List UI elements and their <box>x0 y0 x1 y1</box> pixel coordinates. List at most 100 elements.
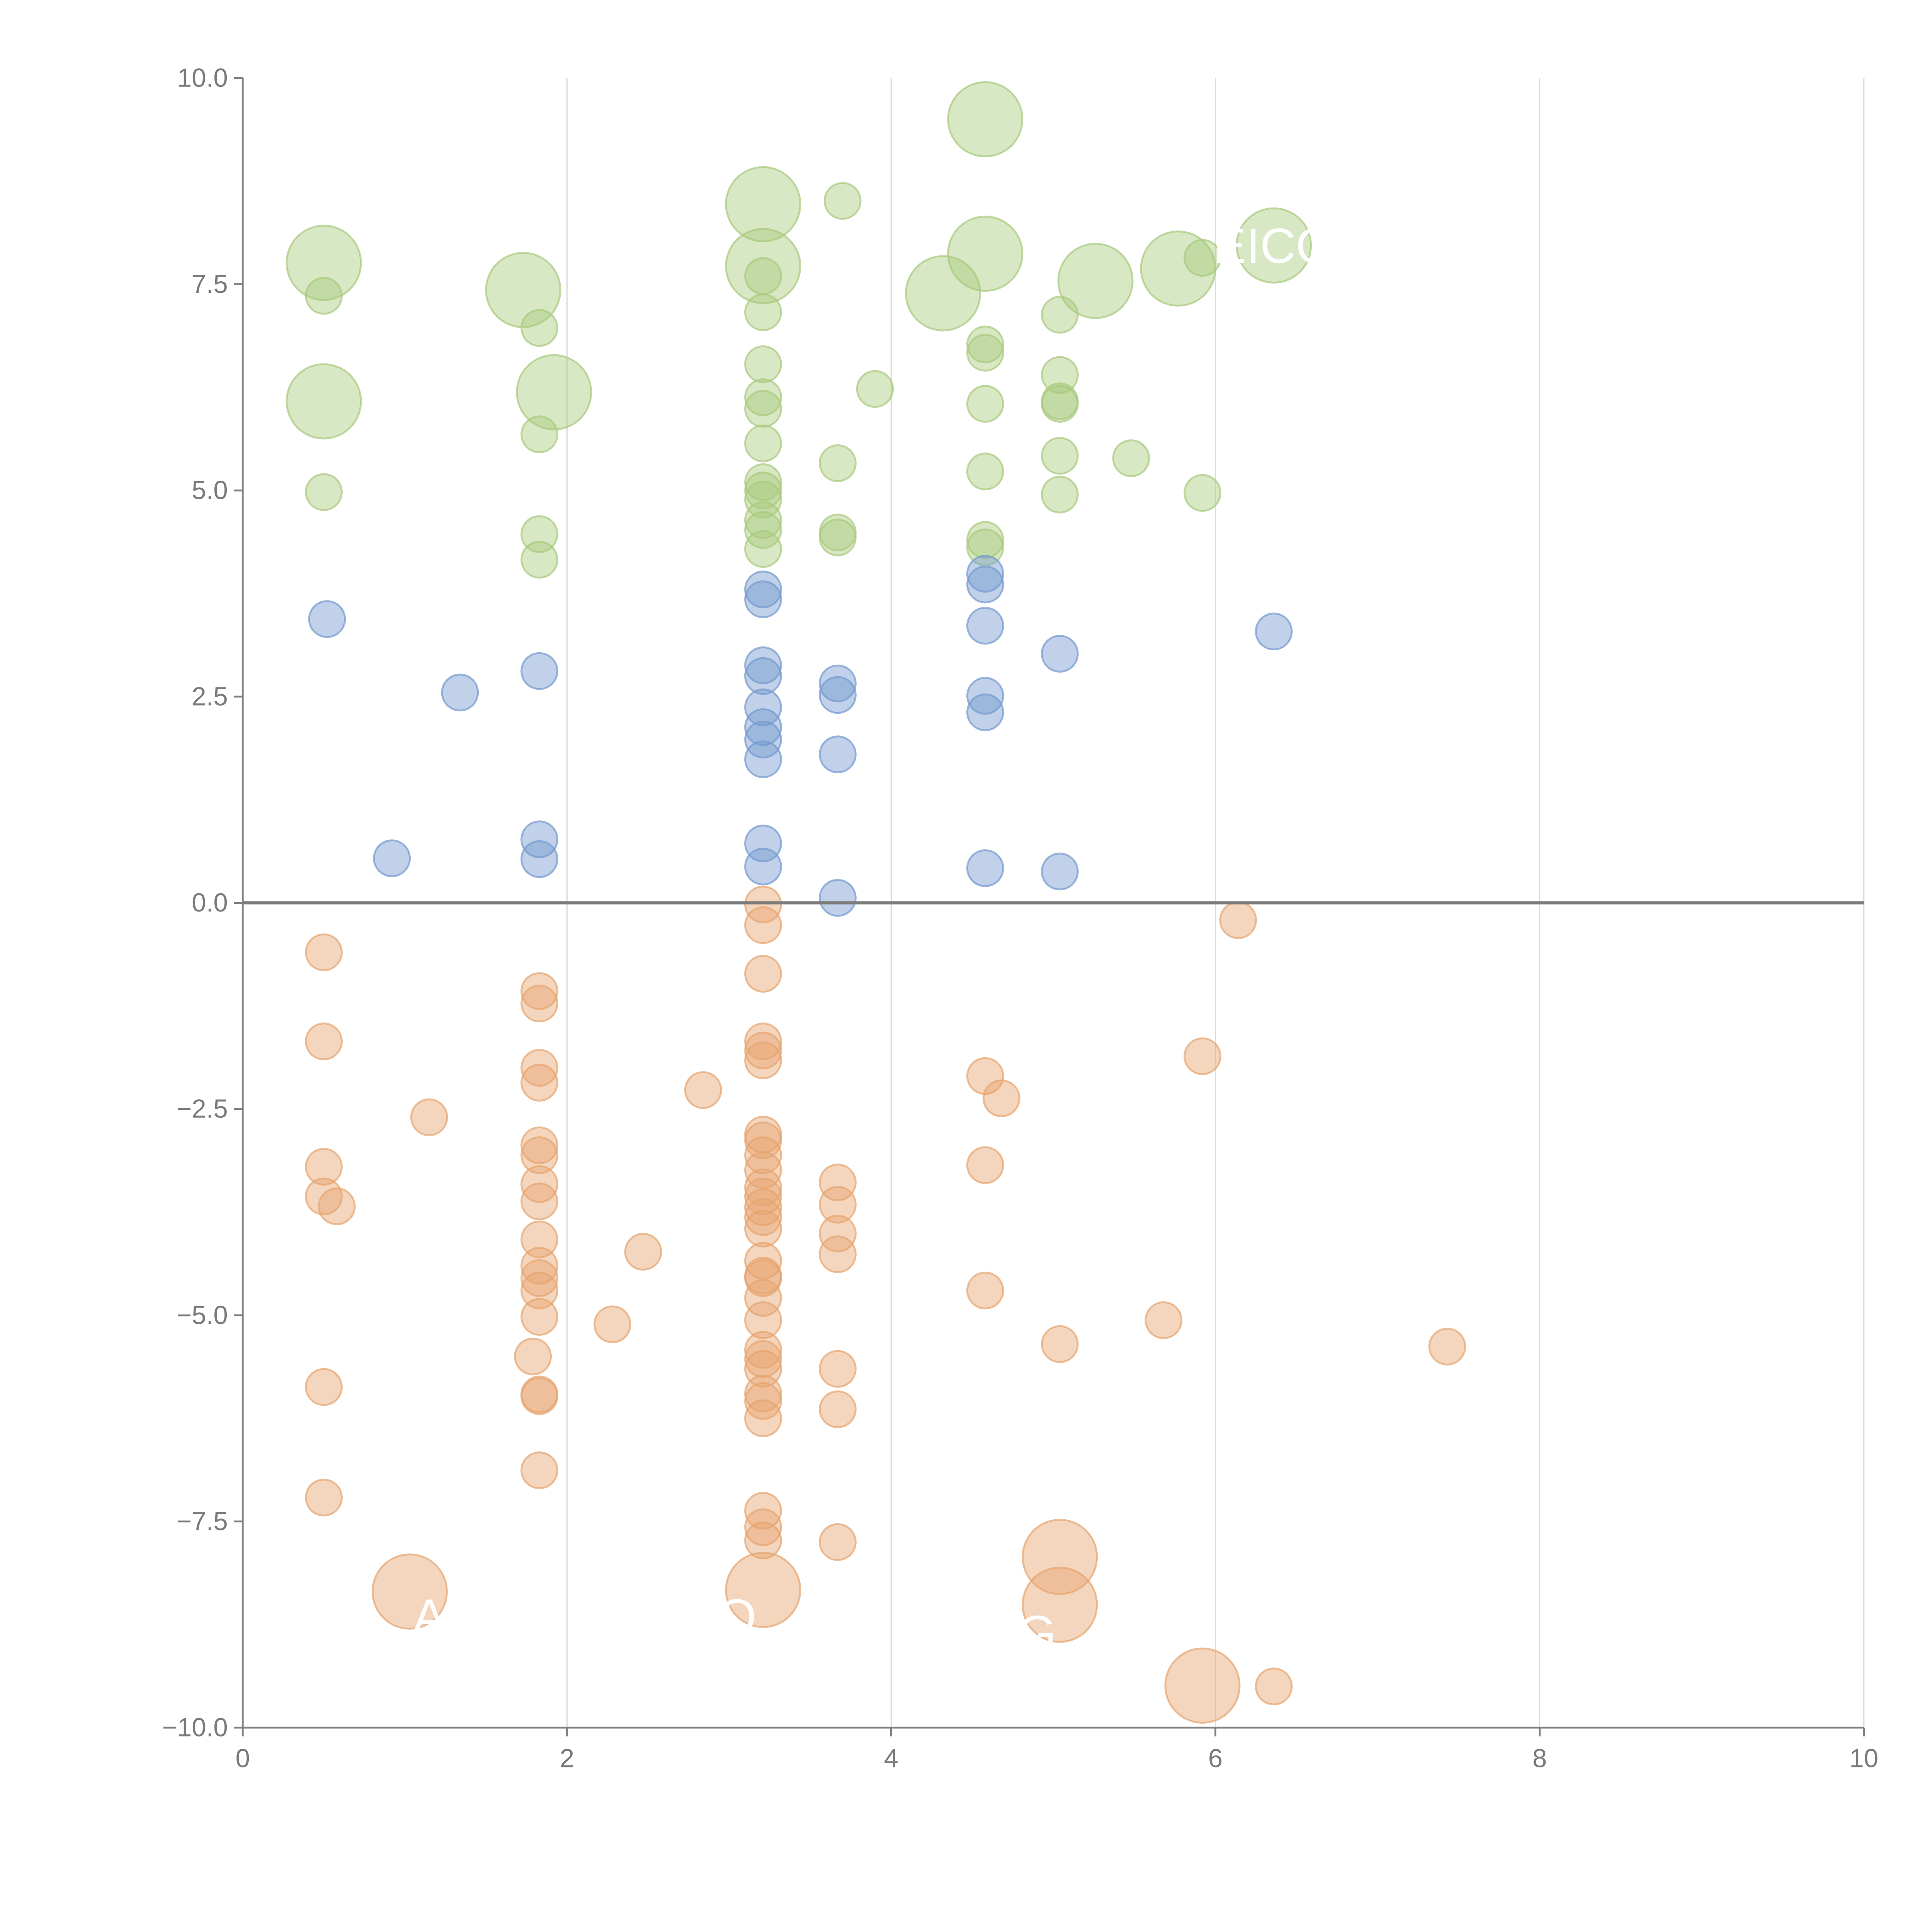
data-point-low <box>744 1177 782 1216</box>
data-point-high <box>286 363 362 440</box>
data-point-low <box>305 1368 343 1406</box>
data-point-high <box>744 511 782 549</box>
annotation-label: O <box>718 1589 757 1645</box>
data-point-low <box>966 1146 1004 1184</box>
data-point-mid <box>966 693 1004 731</box>
data-point-low <box>520 972 558 1010</box>
data-point-low <box>725 1552 801 1628</box>
data-point-low <box>744 906 782 944</box>
data-point-low <box>819 1390 857 1429</box>
data-point-low <box>520 1136 558 1174</box>
data-point-high <box>744 424 782 463</box>
data-point-mid <box>744 740 782 778</box>
data-point-mid <box>1041 635 1079 673</box>
data-point-low <box>744 1136 782 1174</box>
data-point-low <box>371 1553 448 1630</box>
data-point-mid <box>966 565 1004 604</box>
x-tick-label: 2 <box>560 1744 574 1773</box>
data-point-high <box>905 255 981 332</box>
data-point-low <box>305 1478 343 1517</box>
data-point-low <box>520 1271 558 1310</box>
data-point-low <box>1022 1519 1098 1595</box>
data-point-mid <box>819 735 857 774</box>
y-tick-label: 7.5 <box>192 270 228 299</box>
x-tick-label: 4 <box>884 1744 898 1773</box>
data-point-low <box>744 1492 782 1530</box>
y-tick-label: 5.0 <box>192 476 228 505</box>
y-tick-label: 0.0 <box>192 888 228 917</box>
data-point-high <box>744 480 782 519</box>
data-point-high <box>1184 474 1221 512</box>
data-point-high <box>744 530 782 568</box>
data-point-low <box>819 1235 857 1273</box>
data-point-high <box>516 354 592 430</box>
data-point-high <box>966 452 1004 491</box>
data-point-low <box>982 1079 1020 1117</box>
data-point-high <box>819 519 857 556</box>
data-point-high <box>1112 439 1150 477</box>
y-tick-label: −7.5 <box>177 1507 228 1536</box>
data-point-low <box>819 1163 857 1202</box>
data-point-low <box>1022 1566 1098 1643</box>
data-point-low <box>966 1271 1004 1310</box>
data-point-high <box>744 501 782 539</box>
data-point-high <box>286 224 362 301</box>
y-tick-label: −2.5 <box>177 1095 228 1124</box>
data-point-high <box>966 385 1004 423</box>
data-point-low <box>744 1121 782 1160</box>
data-point-mid <box>520 652 558 690</box>
data-point-low <box>520 1126 558 1164</box>
data-point-low <box>305 933 343 971</box>
data-point-low <box>520 1451 558 1490</box>
y-tick-label: 10.0 <box>177 63 228 92</box>
data-point-high <box>725 166 801 243</box>
data-point-low <box>520 1220 558 1259</box>
data-point-high <box>725 228 801 304</box>
data-point-mid <box>966 849 1004 887</box>
y-tick-label: −5.0 <box>177 1301 228 1330</box>
data-point-high <box>823 182 862 220</box>
data-point-high <box>1140 230 1216 307</box>
data-point-low <box>744 1279 782 1317</box>
data-point-low <box>1145 1301 1183 1339</box>
data-point-high <box>305 277 343 315</box>
data-point-high <box>856 370 894 408</box>
data-point-low <box>1255 1667 1293 1706</box>
data-point-low <box>410 1098 448 1136</box>
data-point-low <box>819 1523 857 1561</box>
annotation-label: EICO <box>1213 218 1334 274</box>
data-point-low <box>520 1049 558 1087</box>
data-point-high <box>520 309 558 347</box>
data-point-low <box>520 1259 558 1297</box>
data-point-low <box>520 1064 558 1102</box>
data-point-low <box>744 1198 782 1236</box>
data-point-low <box>514 1337 552 1376</box>
data-point-low <box>744 1209 782 1248</box>
data-point-low <box>744 1331 782 1369</box>
data-point-low <box>1041 1325 1079 1363</box>
data-point-high <box>744 257 782 295</box>
data-point-high <box>744 345 782 383</box>
data-point-low <box>819 1185 857 1224</box>
data-point-high <box>1041 437 1079 475</box>
data-point-low <box>744 1188 782 1226</box>
data-point-mid <box>744 657 782 695</box>
data-point-mid <box>819 879 857 917</box>
data-point-low <box>966 1057 1004 1095</box>
data-point-high <box>966 325 1004 364</box>
data-point-low <box>624 1233 662 1271</box>
data-point-high <box>485 252 561 328</box>
data-point-mid <box>744 580 782 618</box>
data-point-low <box>744 1259 782 1297</box>
data-point-mid <box>308 600 346 638</box>
data-point-high <box>1235 207 1312 284</box>
y-tick-label: −10.0 <box>162 1713 228 1742</box>
data-point-high <box>744 293 782 332</box>
data-point-low <box>305 1148 343 1186</box>
data-point-high <box>966 333 1004 372</box>
data-point-low <box>819 1350 857 1388</box>
data-point-mid <box>441 673 479 712</box>
data-point-low <box>1184 1037 1221 1075</box>
data-point-high <box>947 81 1024 158</box>
